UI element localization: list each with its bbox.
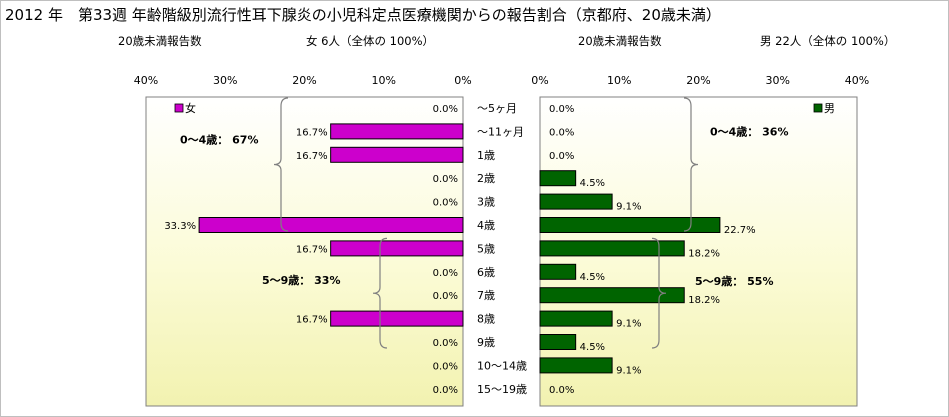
male-bar xyxy=(539,310,613,327)
female-data-label: 0.0% xyxy=(433,268,458,279)
male-data-label: 0.0% xyxy=(549,385,574,396)
male-legend-label: 男 xyxy=(824,102,835,115)
category-label: 4歳 xyxy=(477,219,495,232)
male-axis-tick-label: 10% xyxy=(607,74,631,87)
male-data-label: 4.5% xyxy=(580,342,605,353)
category-label: 8歳 xyxy=(477,313,495,326)
male-axis-tick-label: 40% xyxy=(845,74,869,87)
female-panel: 40% 30% 20% 10% 0% 0.0% 16.7% 16.7% 0.0% 0.0% 33.3… xyxy=(134,74,472,407)
male-data-label: 0.0% xyxy=(549,104,574,115)
female-data-label: 0.0% xyxy=(433,104,458,115)
category-label: ～11ヶ月 xyxy=(477,125,524,138)
female-annotation-0-4: 0～4歳： 67% xyxy=(180,132,258,146)
female-annotation-5-9: 5～9歳： 33% xyxy=(262,273,340,287)
category-label: 5歳 xyxy=(477,242,495,255)
female-group-bracket xyxy=(273,97,289,232)
female-data-label: 16.7% xyxy=(296,244,328,255)
male-group-bracket xyxy=(683,97,699,232)
female-data-label: 0.0% xyxy=(433,361,458,372)
male-axis-tick-label: 30% xyxy=(766,74,790,87)
male-annotation-5-9: 5～9歳： 55% xyxy=(695,274,773,288)
chart-title: 2012 年 第33週 年齢階級別流行性耳下腺炎の小児科定点医療機関からの報告割… xyxy=(5,6,721,24)
male-data-label: 9.1% xyxy=(616,365,641,376)
female-axis-tick-label: 0% xyxy=(454,74,471,87)
female-legend-swatch xyxy=(174,103,184,113)
female-data-label: 16.7% xyxy=(296,151,328,162)
male-bar xyxy=(539,217,721,233)
male-data-label: 9.1% xyxy=(616,202,641,213)
category-label: 3歳 xyxy=(477,196,495,209)
male-data-label: 18.2% xyxy=(688,248,720,259)
male-bar xyxy=(539,263,577,280)
female-subtitle-count: 女 6人（全体の 100%） xyxy=(306,34,435,48)
female-axis-tick-label: 30% xyxy=(213,74,237,87)
male-bar xyxy=(539,193,613,210)
category-label: 2歳 xyxy=(477,172,495,185)
male-data-label: 0.0% xyxy=(549,151,574,162)
category-label: 15～19歳 xyxy=(477,383,527,396)
male-bar xyxy=(539,357,613,374)
category-label: ～5ヶ月 xyxy=(477,102,517,115)
male-subtitle-label: 20歳未満報告数 xyxy=(578,34,662,48)
male-data-label: 4.5% xyxy=(580,178,605,189)
female-bar xyxy=(330,240,464,257)
female-legend-label: 女 xyxy=(185,101,196,115)
female-data-label: 0.0% xyxy=(433,198,458,209)
male-bar xyxy=(539,170,577,187)
female-data-label: 0.0% xyxy=(433,338,458,349)
category-labels: ～5ヶ月 ～11ヶ月 1歳 2歳 3歳 4歳 5歳 6歳 7歳 8歳 9歳 10～14歳 15～19歳 xyxy=(477,102,527,396)
male-data-label: 0.0% xyxy=(549,127,574,138)
female-data-label: 16.7% xyxy=(296,315,328,326)
female-data-label: 0.0% xyxy=(433,174,458,185)
female-axis-tick-label: 20% xyxy=(292,74,316,87)
male-data-label: 22.7% xyxy=(724,225,756,236)
female-data-label: 16.7% xyxy=(296,127,328,138)
male-legend-swatch xyxy=(813,103,823,113)
female-group-bracket xyxy=(372,237,388,349)
male-data-label: 4.5% xyxy=(580,272,605,283)
category-label: 1歳 xyxy=(477,149,495,162)
category-label: 9歳 xyxy=(477,336,495,349)
female-bar xyxy=(330,123,464,140)
male-group-bracket xyxy=(651,237,667,349)
male-bar xyxy=(539,334,577,350)
category-label: 7歳 xyxy=(477,289,495,302)
male-panel: 0% 10% 20% 30% 40% 0.0% 0.0% 0.0% 4.5% 9.1% 22.7% 1… xyxy=(531,74,869,407)
male-annotation-0-4: 0～4歳： 36% xyxy=(710,124,788,138)
male-axis-tick-label: 20% xyxy=(686,74,710,87)
male-axis-tick-label: 0% xyxy=(531,74,548,87)
female-bar xyxy=(198,217,464,233)
female-data-label: 0.0% xyxy=(433,291,458,302)
male-bar xyxy=(539,240,685,257)
category-label: 10～14歳 xyxy=(477,359,527,372)
female-bar xyxy=(330,310,464,327)
female-data-label: 0.0% xyxy=(433,385,458,396)
female-axis-tick-label: 40% xyxy=(134,74,158,87)
male-subtitle-count: 男 22人（全体の 100%） xyxy=(760,34,896,48)
female-bar xyxy=(330,146,464,163)
male-data-label: 9.1% xyxy=(616,319,641,330)
category-label: 6歳 xyxy=(477,266,495,279)
male-data-label: 18.2% xyxy=(688,295,720,306)
female-subtitle-label: 20歳未満報告数 xyxy=(118,34,202,48)
male-bar xyxy=(539,287,685,304)
female-axis-tick-label: 10% xyxy=(372,74,396,87)
female-data-label: 33.3% xyxy=(164,221,196,232)
